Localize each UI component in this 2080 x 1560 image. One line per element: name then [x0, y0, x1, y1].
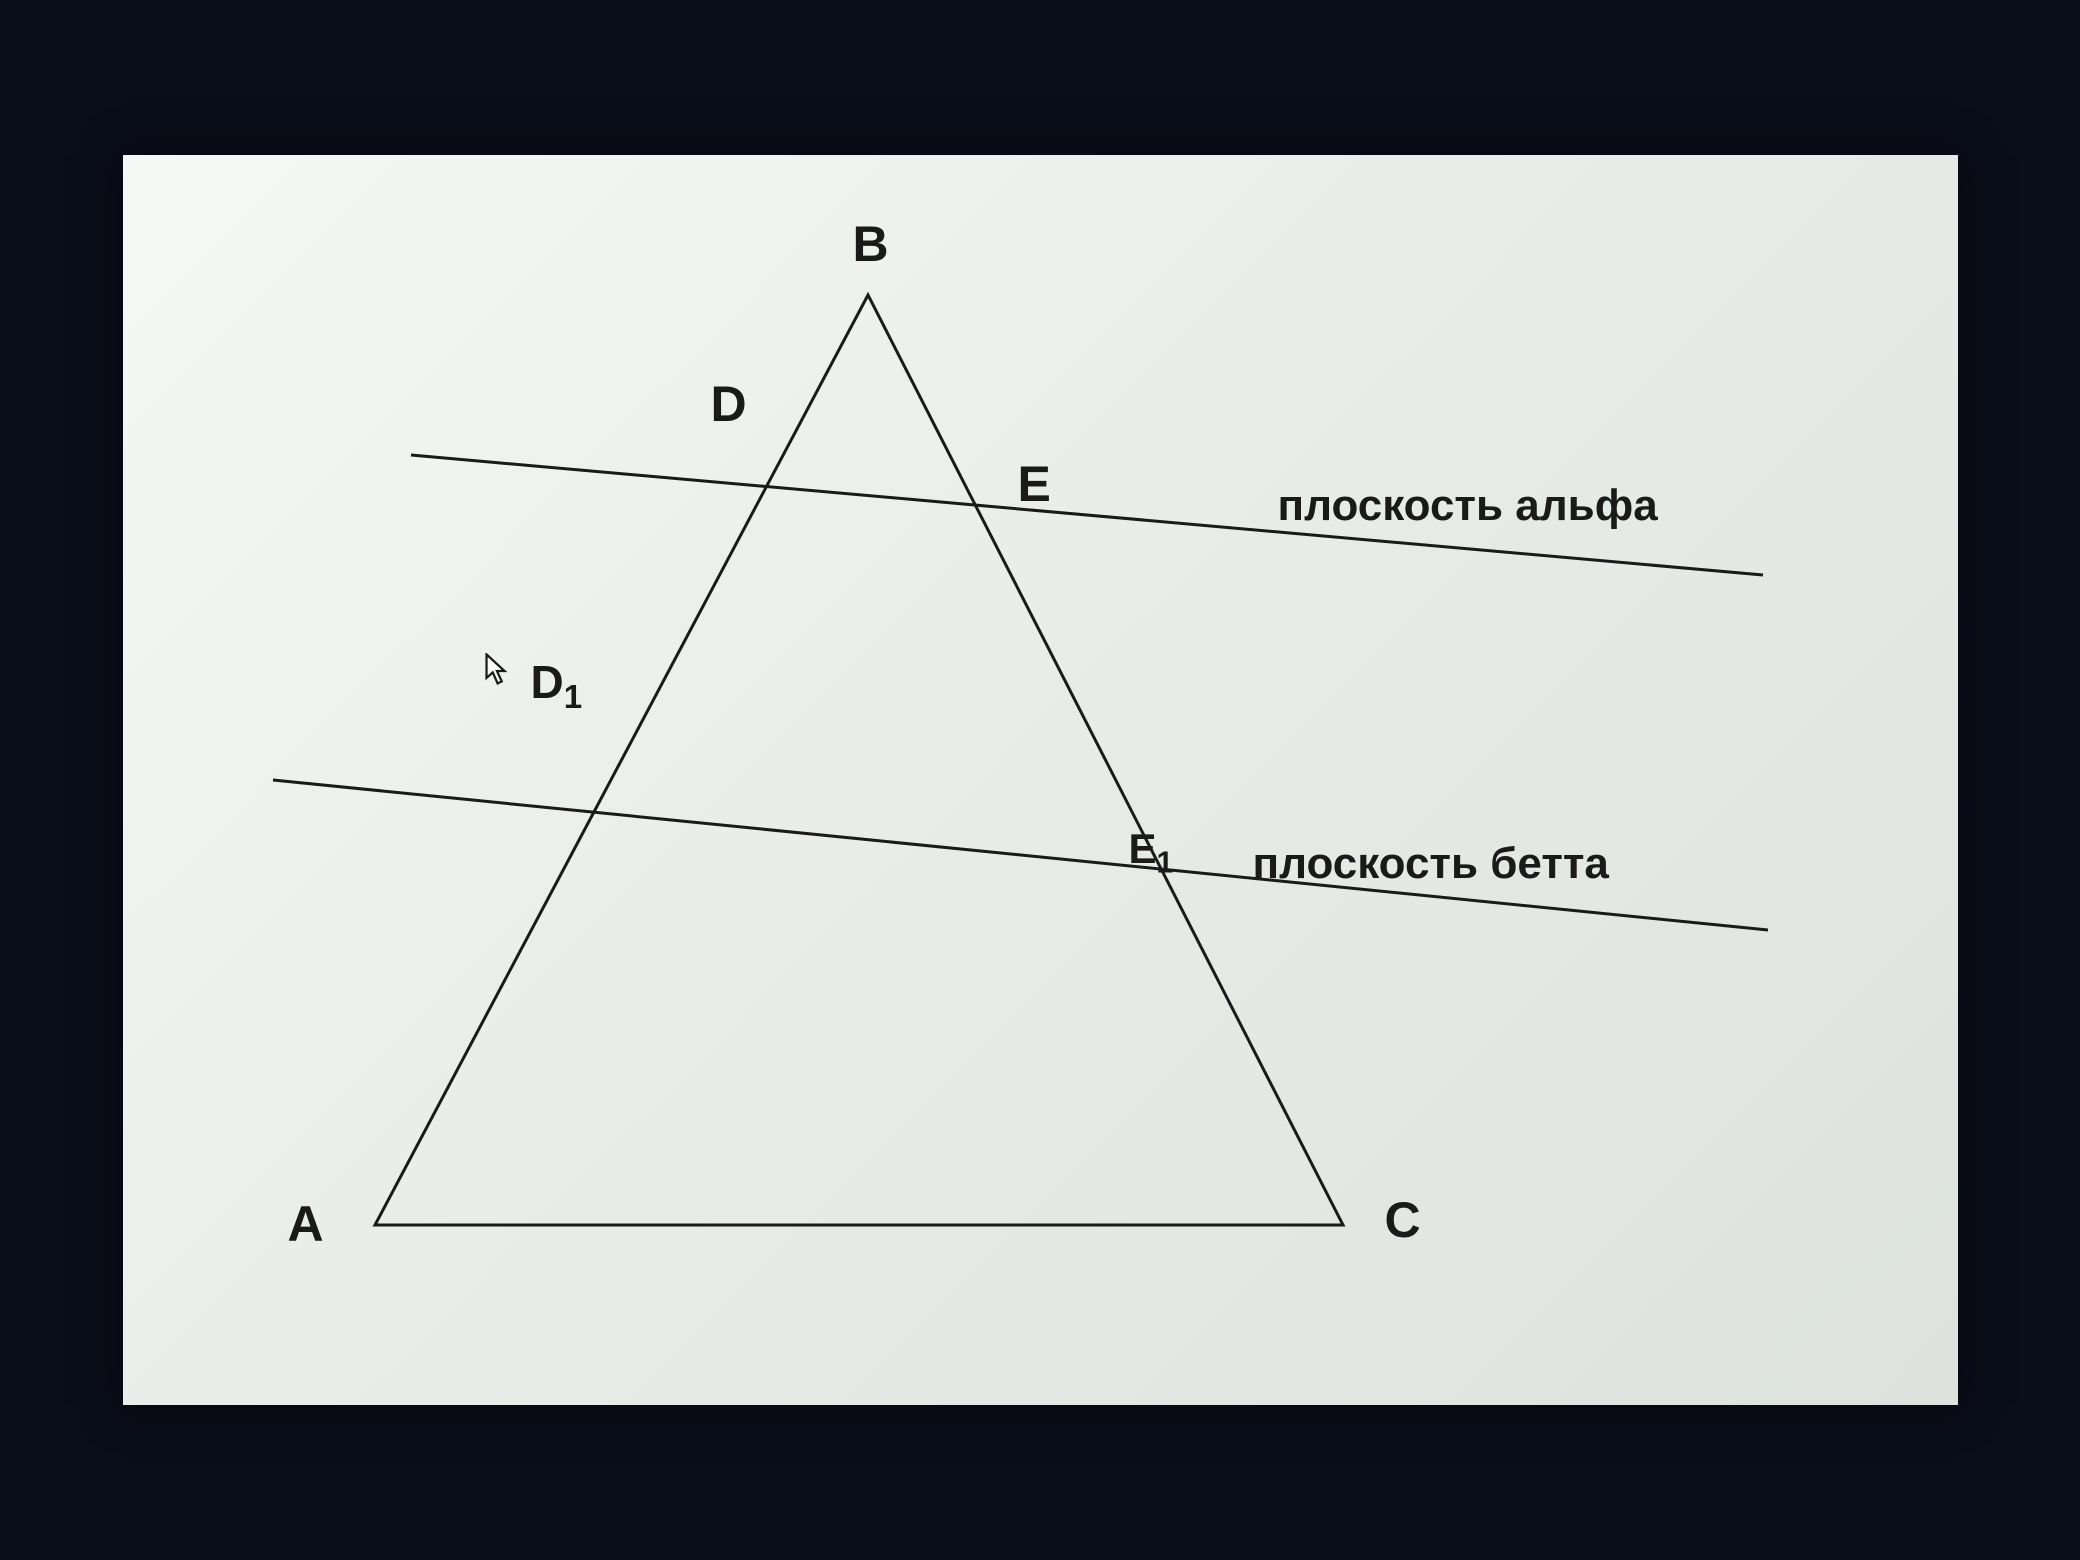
- point-label-e: E: [1018, 455, 1051, 513]
- point-label-e1: E1: [1129, 825, 1174, 880]
- plane-beta-label: плоскость бетта: [1253, 839, 1609, 889]
- point-label-d1: D1: [531, 655, 583, 717]
- triangle-abc: [375, 295, 1343, 1225]
- vertex-label-a: A: [288, 1195, 324, 1253]
- vertex-label-b: B: [853, 215, 889, 273]
- point-label-d: D: [711, 375, 747, 433]
- plane-alpha-label: плоскость альфа: [1278, 481, 1658, 531]
- diagram-svg: [123, 155, 1958, 1405]
- diagram-canvas: A B C D E D1 E1 плоскость альфа плоскост…: [123, 155, 1958, 1405]
- vertex-label-c: C: [1385, 1191, 1421, 1249]
